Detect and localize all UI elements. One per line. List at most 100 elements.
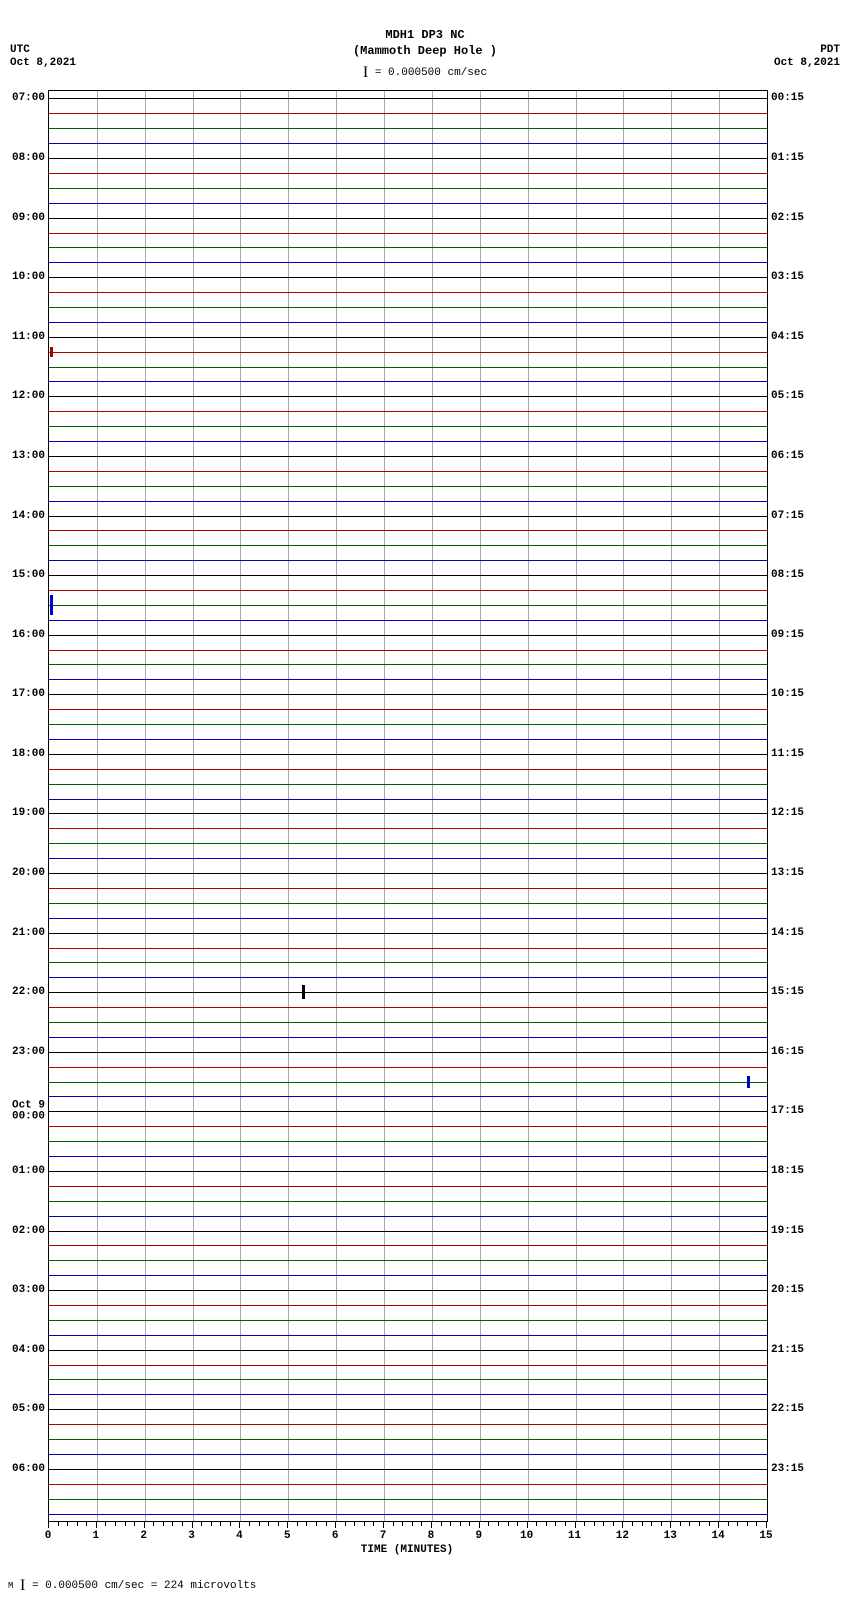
- x-tick-minor: [689, 1522, 690, 1526]
- seismic-trace: [49, 396, 767, 397]
- grid-vline: [528, 91, 529, 1521]
- chart-header: MDH1 DP3 NC (Mammoth Deep Hole ) I = 0.0…: [0, 0, 850, 84]
- x-tick-minor: [220, 1522, 221, 1526]
- utc-hour-label: 07:00: [12, 92, 45, 104]
- seismic-trace: [49, 977, 767, 978]
- x-tick-label: 3: [188, 1530, 195, 1542]
- x-tick-minor: [747, 1522, 748, 1526]
- utc-hour-label: 15:00: [12, 569, 45, 581]
- utc-hour-label: 04:00: [12, 1344, 45, 1356]
- x-tick-minor: [354, 1522, 355, 1526]
- utc-hour-label: 13:00: [12, 450, 45, 462]
- pdt-hour-label: 18:15: [771, 1165, 804, 1177]
- grid-vline: [623, 91, 624, 1521]
- x-tick-label: 7: [380, 1530, 387, 1542]
- utc-hour-label: 21:00: [12, 927, 45, 939]
- utc-hour-label: Oct 900:00: [12, 1100, 45, 1123]
- seismic-trace: [49, 858, 767, 859]
- x-tick-minor: [536, 1522, 537, 1526]
- seismic-trace: [49, 441, 767, 442]
- seismic-trace: [49, 1514, 767, 1515]
- pdt-hour-label: 14:15: [771, 927, 804, 939]
- seismic-trace: [49, 620, 767, 621]
- x-tick-minor: [402, 1522, 403, 1526]
- seismic-trace: [49, 1499, 767, 1500]
- x-tick-minor: [105, 1522, 106, 1526]
- grid-vline: [97, 91, 98, 1521]
- seismic-trace: [49, 1231, 767, 1232]
- title-line-1: MDH1 DP3 NC: [0, 28, 850, 44]
- seismic-trace: [49, 1096, 767, 1097]
- pdt-hour-label: 00:15: [771, 92, 804, 104]
- x-tick-label: 8: [428, 1530, 435, 1542]
- grid-vline: [480, 91, 481, 1521]
- seismic-trace: [49, 233, 767, 234]
- x-tick-minor: [699, 1522, 700, 1526]
- x-tick-label: 1: [93, 1530, 100, 1542]
- pdt-hour-label: 16:15: [771, 1046, 804, 1058]
- utc-hour-label: 01:00: [12, 1165, 45, 1177]
- grid-vline: [288, 91, 289, 1521]
- x-tick-minor: [259, 1522, 260, 1526]
- seismic-trace: [49, 456, 767, 457]
- seismic-trace: [49, 1141, 767, 1142]
- x-tick-minor: [508, 1522, 509, 1526]
- x-tick-major: [622, 1522, 623, 1528]
- seismic-trace: [49, 277, 767, 278]
- x-tick-minor: [153, 1522, 154, 1526]
- seismic-trace: [49, 292, 767, 293]
- x-tick-minor: [450, 1522, 451, 1526]
- seismic-trace: [49, 1201, 767, 1202]
- seismic-trace: [49, 411, 767, 412]
- x-tick-label: 4: [236, 1530, 243, 1542]
- x-tick-minor: [249, 1522, 250, 1526]
- x-tick-label: 10: [520, 1530, 533, 1542]
- x-tick-label: 11: [568, 1530, 581, 1542]
- seismic-trace: [49, 1111, 767, 1112]
- seismic-trace: [49, 247, 767, 248]
- x-tick-major: [239, 1522, 240, 1528]
- x-tick-minor: [306, 1522, 307, 1526]
- x-tick-minor: [603, 1522, 604, 1526]
- x-tick-label: 14: [712, 1530, 725, 1542]
- x-tick-minor: [421, 1522, 422, 1526]
- scale-text: = 0.000500 cm/sec: [375, 67, 487, 79]
- seismic-trace: [49, 843, 767, 844]
- tz-left-block: UTC Oct 8,2021: [10, 44, 76, 70]
- x-tick-minor: [632, 1522, 633, 1526]
- seismic-trace: [49, 188, 767, 189]
- seismic-trace: [49, 1379, 767, 1380]
- seismic-trace: [49, 307, 767, 308]
- x-tick-major: [718, 1522, 719, 1528]
- seismic-trace: [49, 933, 767, 934]
- grid-vline: [384, 91, 385, 1521]
- tz-right-date: Oct 8,2021: [774, 57, 840, 70]
- pdt-hour-label: 06:15: [771, 450, 804, 462]
- utc-hour-label: 03:00: [12, 1284, 45, 1296]
- x-tick-minor: [584, 1522, 585, 1526]
- seismic-trace: [49, 1052, 767, 1053]
- pdt-hour-label: 23:15: [771, 1463, 804, 1475]
- x-tick-minor: [555, 1522, 556, 1526]
- x-tick-label: 15: [759, 1530, 772, 1542]
- seismic-trace: [49, 918, 767, 919]
- x-tick-minor: [211, 1522, 212, 1526]
- x-tick-major: [431, 1522, 432, 1528]
- seismic-trace: [49, 903, 767, 904]
- x-tick-minor: [756, 1522, 757, 1526]
- grid-vline: [432, 91, 433, 1521]
- x-tick-minor: [230, 1522, 231, 1526]
- seismic-trace: [49, 605, 767, 606]
- x-tick-minor: [326, 1522, 327, 1526]
- x-tick-minor: [728, 1522, 729, 1526]
- x-tick-label: 2: [140, 1530, 147, 1542]
- x-tick-label: 12: [616, 1530, 629, 1542]
- seismic-trace: [49, 486, 767, 487]
- seismic-trace: [49, 1350, 767, 1351]
- grid-vline: [145, 91, 146, 1521]
- x-tick-major: [575, 1522, 576, 1528]
- pdt-hour-label: 19:15: [771, 1225, 804, 1237]
- pdt-hour-label: 15:15: [771, 986, 804, 998]
- scale-legend: I = 0.000500 cm/sec: [0, 63, 850, 84]
- seismic-trace: [49, 679, 767, 680]
